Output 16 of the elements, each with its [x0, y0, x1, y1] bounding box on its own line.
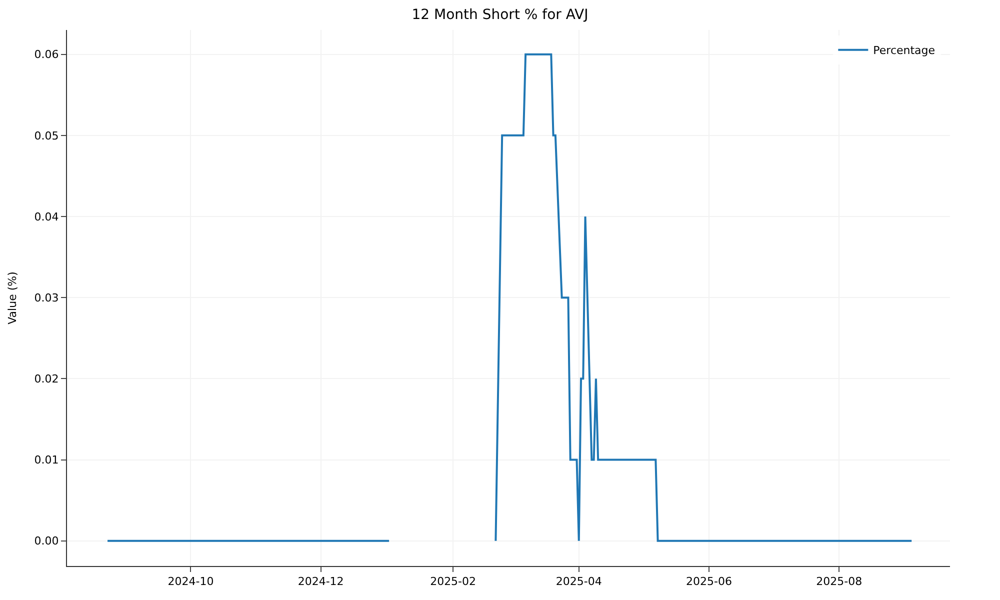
x-tick-label: 2024-10 [168, 575, 214, 588]
x-tick-label: 2025-04 [556, 575, 602, 588]
x-tick-label: 2025-02 [430, 575, 476, 588]
x-tick-label: 2025-08 [816, 575, 862, 588]
x-tick-label: 2025-06 [686, 575, 732, 588]
y-tick-label: 0.03 [34, 291, 59, 304]
y-tick-label: 0.02 [34, 372, 59, 386]
chart-title: 12 Month Short % for AVJ [412, 6, 588, 23]
y-tick-label: 0.06 [34, 48, 59, 62]
y-tick-label: 0.05 [34, 129, 59, 142]
y-axis-title: Value (%) [6, 272, 19, 324]
y-tick-label: 0.01 [34, 454, 59, 467]
y-tick-label: 0.00 [34, 534, 59, 548]
y-tick-label: 0.04 [34, 210, 59, 224]
legend-label: Percentage [873, 44, 936, 58]
x-tick-label: 2024-12 [298, 575, 344, 588]
